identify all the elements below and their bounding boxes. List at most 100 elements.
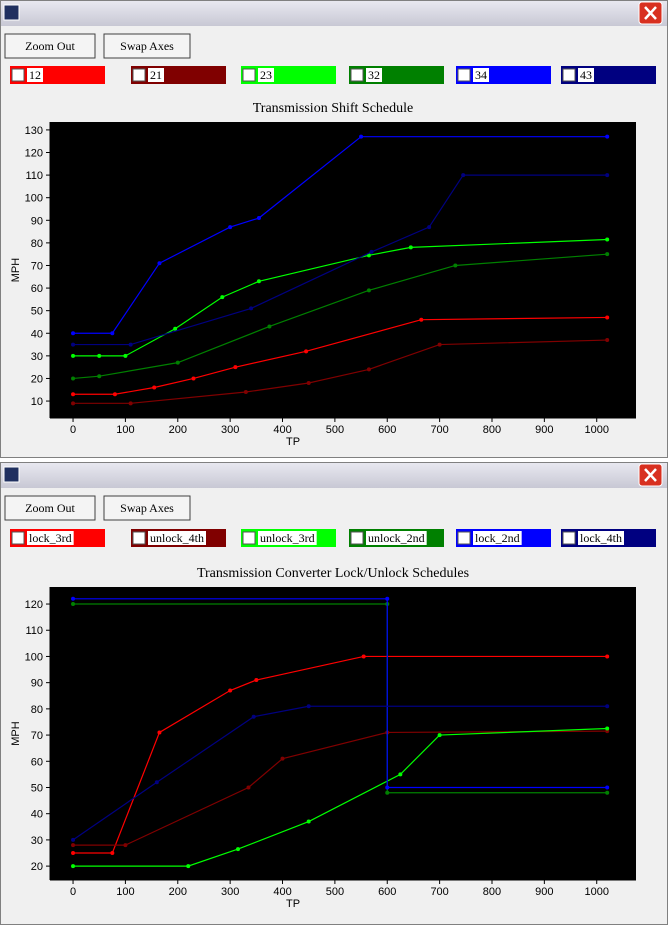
data-point [366,288,371,293]
legend-checkbox[interactable] [350,68,364,82]
y-tick-label: 60 [31,283,43,295]
legend-label: lock_2nd [475,531,520,545]
y-axis-label: MPH [10,258,22,283]
y-axis-label: MPH [10,721,22,746]
legend-label-bg [258,531,317,545]
data-point [605,338,610,343]
data-point [243,390,248,395]
legend-label-bg [578,68,594,82]
legend-label-bg [473,68,489,82]
legend-label: lock_4th [580,531,622,545]
data-point [71,843,76,848]
data-point [419,317,424,322]
x-tick-label: 100 [116,886,134,898]
y-tick-label: 10 [31,396,43,408]
y-tick-label: 40 [31,328,43,340]
data-point [246,785,251,790]
legend-label-bg [578,531,624,545]
legend-checkbox[interactable] [11,531,25,545]
data-point [175,360,180,365]
button[interactable] [4,495,96,521]
plot-area [50,587,636,880]
legend-label-bg [27,531,74,545]
data-point [228,225,233,230]
x-tick-label: 1000 [584,424,608,436]
app-icon [3,466,20,483]
data-point [173,326,178,331]
y-tick-label: 70 [31,260,43,272]
y-tick-label: 100 [25,193,43,205]
close-icon [644,6,657,20]
x-tick-label: 500 [326,424,344,436]
legend-checkbox[interactable] [132,531,146,545]
button-label[interactable]: Zoom Out [25,501,75,515]
data-point [97,374,102,379]
data-point [437,342,442,347]
data-point [306,704,311,709]
data-point [71,596,76,601]
data-point [385,785,390,790]
data-point [251,714,256,719]
data-point [385,790,390,795]
legend-checkbox[interactable] [132,68,146,82]
series-line [73,598,608,789]
legend-label: unlock_3rd [260,531,315,545]
data-point [280,756,285,761]
y-tick-label: 130 [25,125,43,137]
x-axis-label: TP [286,436,300,448]
button-label[interactable]: Zoom Out [25,39,75,53]
data-point [408,245,413,250]
x-tick-label: 300 [221,886,239,898]
data-point [249,306,254,311]
x-tick-label: 0 [70,424,76,436]
legend-checkbox[interactable] [11,68,25,82]
x-tick-label: 500 [326,886,344,898]
data-point [157,730,162,735]
legend-checkbox[interactable] [562,531,576,545]
y-tick-label: 90 [31,678,43,690]
button-label[interactable]: Swap Axes [120,501,174,515]
legend-label: lock_3rd [29,531,72,545]
x-tick-label: 800 [483,424,501,436]
x-axis-label: TP [286,898,300,910]
x-tick-label: 700 [430,886,448,898]
button[interactable] [103,33,191,59]
legend-label-bg [258,68,274,82]
data-point [128,401,133,406]
legend-checkbox[interactable] [350,531,364,545]
data-point [71,331,76,336]
legend-checkbox[interactable] [242,68,256,82]
data-point [359,134,364,139]
y-tick-label: 90 [31,215,43,227]
y-tick-label: 100 [25,651,43,663]
data-point [71,864,76,869]
legend-label-bg [366,531,427,545]
data-point [157,261,162,266]
title-bar [1,463,667,488]
data-point [605,237,610,242]
close-icon [644,468,657,482]
y-tick-label: 120 [25,599,43,611]
data-point [361,654,366,659]
button[interactable] [4,33,96,59]
data-point [236,847,241,852]
legend-checkbox[interactable] [457,68,471,82]
data-point [71,353,76,358]
data-point [154,780,159,785]
legend-checkbox[interactable] [242,531,256,545]
title-bar [1,1,667,26]
data-point [191,376,196,381]
button-label[interactable]: Swap Axes [120,39,174,53]
button[interactable] [103,495,191,521]
x-tick-label: 600 [378,886,396,898]
data-point [306,819,311,824]
legend-checkbox[interactable] [562,68,576,82]
x-tick-label: 200 [169,886,187,898]
legend-label-bg [27,68,43,82]
legend-checkbox[interactable] [457,531,471,545]
legend-label: unlock_4th [150,531,204,545]
series-line [73,730,608,846]
legend-label-bg [366,68,382,82]
series-line [73,316,608,395]
y-tick-label: 80 [31,704,43,716]
